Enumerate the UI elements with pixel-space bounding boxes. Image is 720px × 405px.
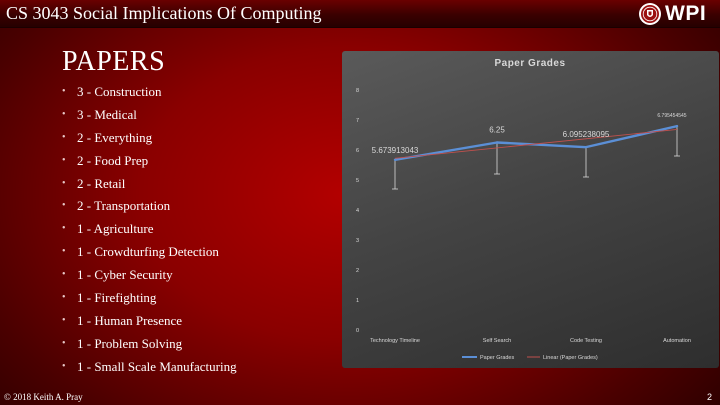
wpi-logo-text: WPI: [665, 2, 707, 25]
data-point: [675, 124, 679, 128]
y-tick-label: 0: [356, 328, 359, 334]
paper-grades-chart: Paper Grades 0 1 2 3 4 5 6 7 8 Technology Timeline…: [342, 51, 719, 368]
list-item: 1 - Human Presence: [62, 312, 332, 335]
data-label: 5.673913043: [372, 146, 419, 155]
y-tick-label: 1: [356, 298, 359, 304]
y-tick-label: 6: [356, 148, 359, 154]
data-point: [495, 141, 499, 144]
y-tick-label: 3: [356, 238, 359, 244]
x-tick-label: Technology Timeline: [370, 338, 420, 344]
data-point: [393, 158, 397, 161]
data-point: [584, 145, 588, 149]
list-item: 3 - Construction: [62, 83, 332, 106]
list-item: 2 - Everything: [62, 129, 332, 152]
list-item: 2 - Transportation: [62, 197, 332, 220]
x-tick-label: Automation: [663, 338, 691, 344]
list-item: 1 - Small Scale Manufacturing: [62, 358, 332, 381]
legend-label-trendline: Linear (Paper Grades): [543, 355, 598, 361]
y-tick-label: 4: [356, 208, 359, 214]
series-line-paper-grades: [394, 124, 678, 161]
list-item: 1 - Problem Solving: [62, 335, 332, 358]
list-item: 2 - Food Prep: [62, 152, 332, 175]
trendline: [394, 128, 678, 159]
header-bar: CS 3043 Social Implications Of Computing…: [0, 0, 720, 28]
data-label: 6.095238095: [563, 130, 610, 139]
footer-copyright: © 2018 Keith A. Pray: [4, 392, 83, 402]
wpi-seal-icon: [639, 3, 661, 25]
slide-heading: PAPERS: [62, 46, 166, 77]
papers-list: 3 - Construction 3 - Medical 2 - Everyth…: [62, 83, 332, 381]
list-item: 1 - Crowdturfing Detection: [62, 243, 332, 266]
y-tick-label: 7: [356, 118, 359, 124]
chart-title: Paper Grades: [494, 58, 565, 69]
list-item: 3 - Medical: [62, 106, 332, 129]
course-title: CS 3043 Social Implications Of Computing: [6, 3, 322, 23]
list-item: 2 - Retail: [62, 175, 332, 198]
x-tick-label: Self Search: [483, 338, 511, 344]
list-item: 1 - Agriculture: [62, 220, 332, 243]
data-label: 6.25: [489, 126, 505, 135]
page-number: 2: [707, 392, 713, 402]
x-tick-label: Code Testing: [570, 338, 602, 344]
list-item: 1 - Firefighting: [62, 289, 332, 312]
chart-svg: Paper Grades 0 1 2 3 4 5 6 7 8 Technology Timeline…: [356, 58, 691, 361]
y-tick-label: 5: [356, 178, 359, 184]
y-tick-label: 8: [356, 88, 359, 94]
y-tick-label: 2: [356, 268, 359, 274]
legend-label-series: Paper Grades: [480, 355, 514, 361]
list-item: 1 - Cyber Security: [62, 266, 332, 289]
data-label: 6.795454545: [657, 113, 686, 119]
wpi-logo: WPI: [638, 2, 718, 26]
